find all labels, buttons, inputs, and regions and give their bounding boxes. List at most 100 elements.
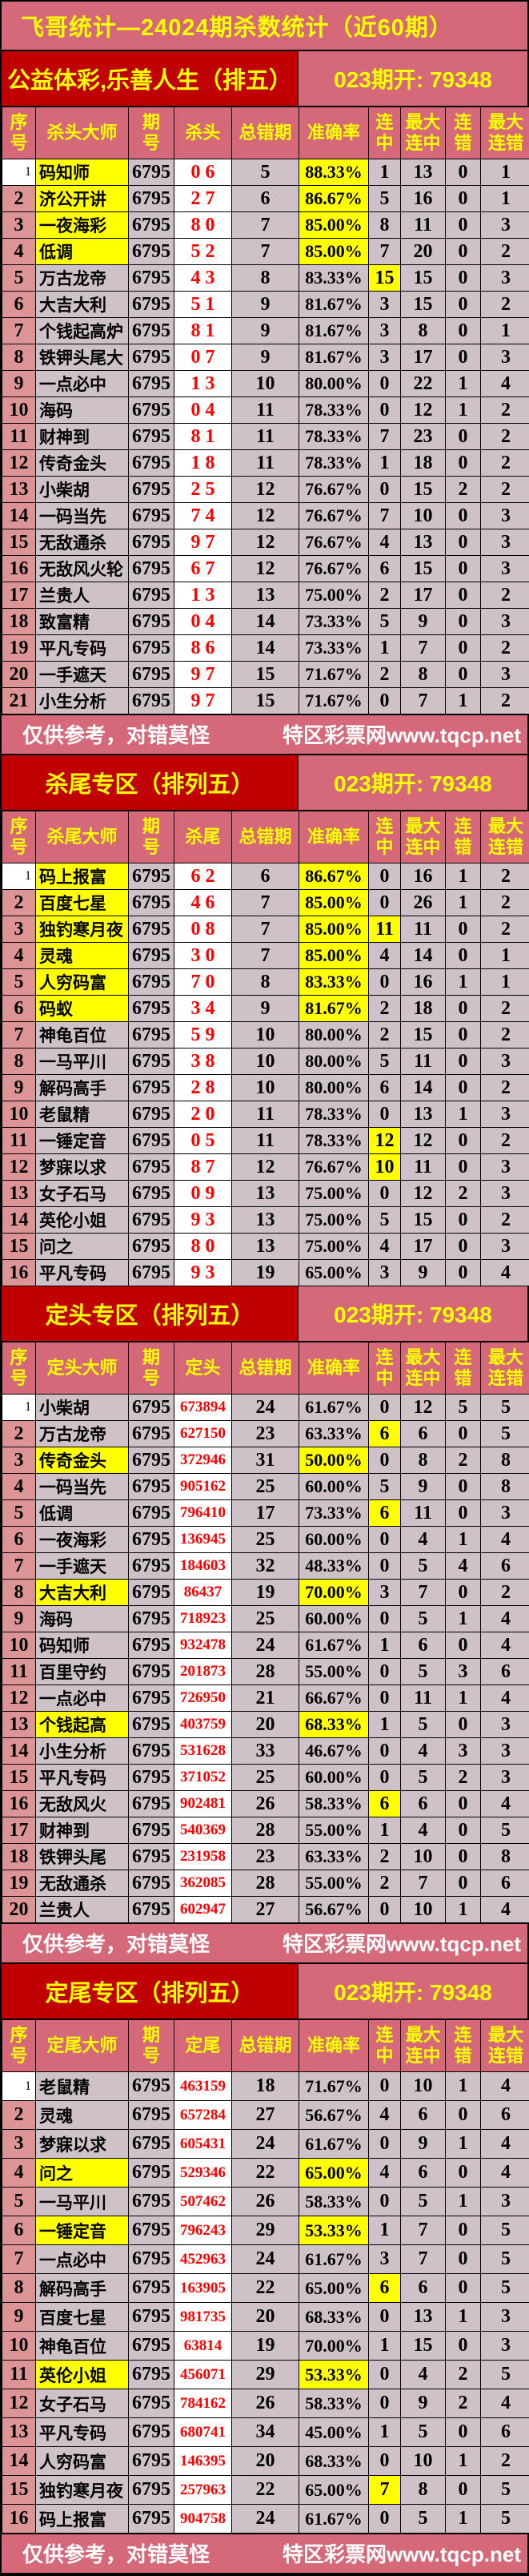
issue-cell: 6795 — [129, 2159, 174, 2188]
rate-cell: 60.00% — [299, 1527, 369, 1553]
kill-cell: 1 8 — [174, 450, 232, 477]
miss-cell: 0 — [446, 1234, 481, 1260]
master-cell: 百度七星 — [36, 2303, 129, 2332]
errors-cell: 19 — [232, 1580, 299, 1606]
rate-cell: 46.67% — [299, 1738, 369, 1765]
maxstreak-cell: 15 — [401, 1207, 446, 1234]
issue-cell: 6795 — [129, 318, 174, 344]
issue-cell: 6795 — [129, 1580, 174, 1606]
table-header: 序 号定头大师期 号定头总错期准确率连 中最大 连中连 错最大 连错 — [2, 1342, 529, 1395]
maxstreak-cell: 18 — [401, 450, 446, 477]
seq-cell: 3 — [2, 916, 36, 943]
maxmiss-cell: 4 — [481, 2072, 529, 2101]
streak-cell: 0 — [369, 477, 401, 503]
seq-cell: 8 — [2, 1049, 36, 1075]
column-header: 准确率 — [299, 107, 369, 159]
miss-cell: 0 — [446, 318, 481, 344]
miss-cell: 1 — [446, 969, 481, 996]
miss-cell: 0 — [446, 239, 481, 265]
miss-cell: 5 — [446, 1395, 481, 1421]
streak-cell: 7 — [369, 2476, 401, 2505]
seq-cell: 6 — [2, 1527, 36, 1553]
errors-cell: 9 — [232, 344, 299, 371]
issue-cell: 6795 — [129, 688, 174, 714]
miss-cell: 0 — [446, 1580, 481, 1606]
maxstreak-cell: 4 — [401, 1527, 446, 1553]
master-cell: 一马平川 — [36, 2188, 129, 2216]
seq-cell: 2 — [2, 890, 36, 916]
rate-cell: 85.00% — [299, 890, 369, 916]
footer-strip: 仅供参考，对错莫怪 特区彩票网www.tqcp.net — [2, 2534, 527, 2574]
errors-cell: 12 — [232, 529, 299, 556]
issue-cell: 6795 — [129, 2476, 174, 2505]
maxmiss-cell: 2 — [481, 890, 529, 916]
maxmiss-cell: 3 — [481, 2332, 529, 2361]
issue-cell: 6795 — [129, 1897, 174, 1923]
maxstreak-cell: 12 — [401, 1181, 446, 1207]
seq-cell: 8 — [2, 344, 36, 371]
master-cell: 百度七星 — [36, 890, 129, 916]
kill-cell: 9 7 — [174, 662, 232, 688]
column-header: 定尾大师 — [36, 2020, 129, 2072]
errors-cell: 34 — [232, 2418, 299, 2447]
miss-cell: 0 — [446, 424, 481, 450]
streak-cell: 6 — [369, 1500, 401, 1527]
seq-cell: 3 — [2, 2130, 36, 2159]
maxmiss-cell: 3 — [481, 609, 529, 635]
seq-cell: 15 — [2, 1234, 36, 1260]
master-cell: 小生分析 — [36, 1738, 129, 1765]
miss-cell: 3 — [446, 1738, 481, 1765]
miss-cell: 0 — [446, 1207, 481, 1234]
maxstreak-cell: 20 — [401, 239, 446, 265]
column-header: 序 号 — [2, 107, 36, 159]
rate-cell: 81.67% — [299, 292, 369, 318]
maxmiss-cell: 2 — [481, 1207, 529, 1234]
stats-section: 杀尾专区（排列五） 023期开: 79348 序 号杀尾大师期 号杀尾总错期准确… — [2, 755, 527, 1286]
seq-cell: 4 — [2, 239, 36, 265]
issue-cell: 6795 — [129, 1606, 174, 1632]
maxstreak-cell: 7 — [401, 1580, 446, 1606]
column-header: 定头 — [174, 1342, 232, 1395]
seq-cell: 7 — [2, 1553, 36, 1580]
issue-cell: 6795 — [129, 2447, 174, 2476]
master-cell: 独钓寒月夜 — [36, 916, 129, 943]
miss-cell: 2 — [446, 1181, 481, 1207]
maxmiss-cell: 2 — [481, 450, 529, 477]
kill-cell: 8 1 — [174, 424, 232, 450]
miss-cell: 0 — [446, 503, 481, 529]
issue-cell: 6795 — [129, 1844, 174, 1870]
errors-cell: 28 — [232, 1817, 299, 1844]
maxstreak-cell: 6 — [401, 2159, 446, 2188]
maxstreak-cell: 4 — [401, 1738, 446, 1765]
master-cell: 梦寐以求 — [36, 1154, 129, 1181]
maxstreak-cell: 5 — [401, 1712, 446, 1738]
maxmiss-cell: 2 — [481, 916, 529, 943]
seq-cell: 10 — [2, 1101, 36, 1128]
column-header: 连 中 — [369, 811, 401, 863]
streak-cell: 1 — [369, 2418, 401, 2447]
column-header: 总错期 — [232, 2020, 299, 2072]
master-cell: 梦寐以求 — [36, 2130, 129, 2159]
miss-cell: 0 — [446, 450, 481, 477]
errors-cell: 7 — [232, 916, 299, 943]
issue-cell: 6795 — [129, 1500, 174, 1527]
errors-cell: 8 — [232, 969, 299, 996]
page-title: 飞哥统计—24024期杀数统计（近60期） — [2, 2, 527, 51]
rate-cell: 76.67% — [299, 477, 369, 503]
disclaimer-text: 仅供参考，对错莫怪 — [2, 1928, 210, 1958]
errors-cell: 10 — [232, 371, 299, 397]
errors-cell: 24 — [232, 1632, 299, 1659]
master-cell: 平凡专码 — [36, 635, 129, 662]
